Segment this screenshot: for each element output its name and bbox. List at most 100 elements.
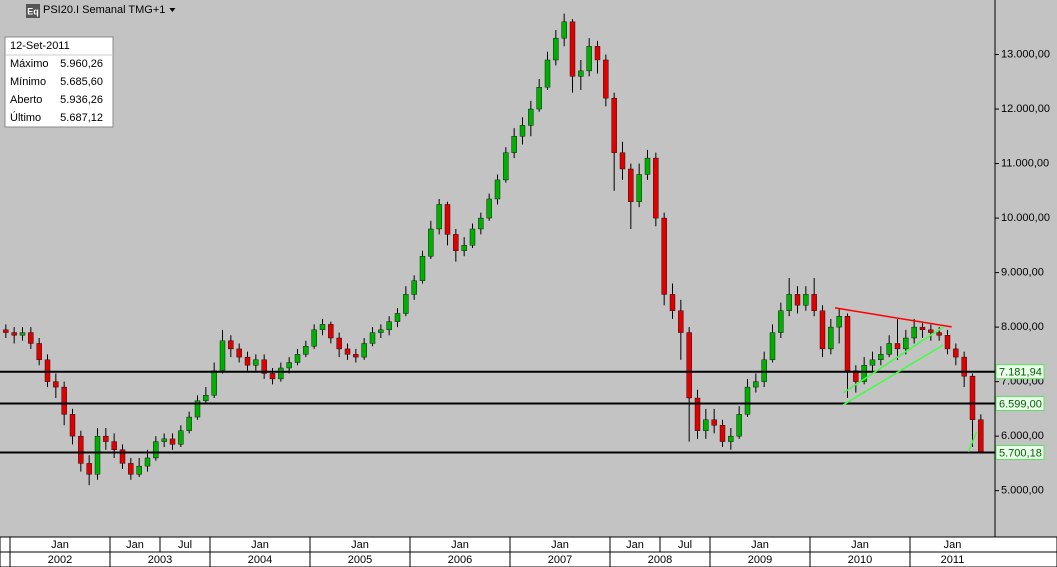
candle-body (178, 430, 184, 445)
candle-body (586, 46, 592, 72)
candle-body (511, 136, 517, 153)
info-label: Último (10, 111, 41, 124)
candle-body (744, 386, 751, 415)
candle-body (636, 174, 642, 202)
candle-body (844, 316, 851, 371)
candle-body (453, 234, 459, 251)
icon[interactable] (26, 4, 40, 18)
candle-body (553, 37, 559, 61)
year-label: 2008 (648, 554, 672, 566)
info-label: Mínimo (10, 76, 46, 88)
candle-body (469, 228, 476, 246)
month-label: Jan (251, 539, 269, 551)
level-label-box (995, 395, 1045, 411)
info-value: 5.960,26 (60, 58, 103, 70)
info-value: 5.685,60 (60, 76, 103, 88)
candle-body (978, 419, 984, 454)
y-tick-label: 11.000,00 (1001, 157, 1049, 169)
candle-body (261, 359, 267, 374)
y-tick-label: 10.000,00 (1001, 212, 1050, 224)
candle-body (328, 324, 334, 339)
candle-body (544, 59, 551, 88)
candle-body (878, 354, 884, 361)
candle-body (419, 256, 426, 281)
candle-body (536, 87, 542, 110)
info-value: 5.687,12 (60, 112, 103, 124)
candle-body (628, 168, 634, 202)
candle-body (344, 348, 351, 355)
candle-body (403, 294, 409, 314)
y-tick-label: 5.000,00 (1001, 485, 1044, 497)
year-label: 2006 (448, 554, 472, 566)
candle-body (28, 332, 34, 344)
month-label: Jul (178, 539, 192, 551)
chart-title[interactable]: PSI20.I Semanal TMG+1 (43, 4, 165, 16)
trendline (967, 431, 978, 453)
candle-body (911, 326, 917, 339)
y-tick-label: 13.000,00 (1001, 48, 1050, 60)
candle-body (778, 310, 784, 333)
trendline (842, 326, 944, 394)
candle-body (869, 359, 876, 366)
candle-body (903, 337, 909, 350)
year-label: 2003 (148, 554, 172, 566)
candle-body (303, 345, 309, 355)
candle-body (528, 108, 534, 126)
candle-body (386, 321, 392, 331)
trendline (834, 307, 952, 328)
month-label: Jan (751, 539, 769, 551)
month-label: Jan (351, 539, 369, 551)
info-date: 12-Set-2011 (10, 40, 70, 52)
candle-body (311, 329, 317, 347)
icon-text: Eq (27, 6, 39, 16)
month-label: Jan (51, 539, 69, 551)
candle-body (478, 217, 484, 230)
candle-body (36, 343, 42, 361)
info-box: 12-Set-2011 Máximo 5.960,26 Mínimo 5.685,60… (4, 36, 114, 128)
candle-body (161, 438, 167, 442)
month-label: Jan (944, 539, 962, 551)
candle-body (219, 340, 226, 371)
candle-body (69, 414, 76, 437)
candle-body (836, 316, 842, 328)
candle-body (269, 373, 276, 380)
year-label: 2010 (848, 554, 872, 566)
candle-body (653, 157, 659, 219)
candle-body (436, 204, 442, 230)
candle-body (319, 324, 326, 331)
candle-body (678, 310, 684, 333)
y-tick-label: 8.000,00 (1001, 321, 1044, 333)
candle-body (861, 365, 867, 382)
candle-body (211, 370, 217, 396)
candle-body (661, 217, 667, 295)
candle-body (119, 449, 126, 464)
info-value: 5.936,26 (60, 94, 103, 106)
candle-body (411, 280, 417, 295)
candle-body (61, 386, 67, 415)
candle-body (3, 329, 9, 333)
candle-body (611, 97, 617, 153)
candle-body (353, 354, 359, 358)
trendline (842, 344, 944, 406)
level-label-box (995, 444, 1045, 460)
candle-body (728, 435, 734, 442)
candle-body (503, 152, 509, 181)
candle-body (444, 204, 451, 235)
candle-body (53, 381, 59, 388)
candle-body (294, 354, 301, 363)
candle-body (794, 294, 801, 306)
level-label: 7.181,94 (999, 367, 1042, 379)
candle-body (603, 59, 609, 99)
candle-body (711, 419, 717, 426)
candle-body (369, 332, 376, 344)
candle-body (128, 463, 134, 475)
candle-body (236, 348, 242, 358)
candle-body (78, 435, 84, 464)
dropdown-arrow[interactable] (169, 8, 176, 12)
candle-body (153, 441, 159, 459)
info-rows: Máximo 5.960,26 Mínimo 5.685,60 Aberto 5.936,… (10, 58, 103, 124)
year-label: 2007 (548, 554, 572, 566)
candle-body (169, 438, 176, 445)
candle-body (111, 441, 117, 450)
